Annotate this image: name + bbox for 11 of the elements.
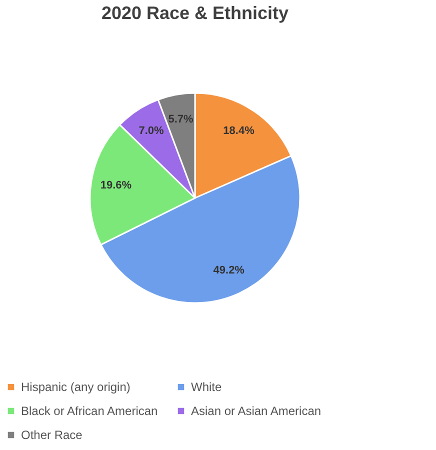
legend-label: White bbox=[191, 380, 222, 394]
data-label: 49.2% bbox=[213, 264, 245, 276]
data-label: 7.0% bbox=[138, 125, 164, 138]
data-label: 18.4% bbox=[223, 125, 255, 138]
legend-label: Other Race bbox=[21, 428, 83, 442]
data-label: 19.6% bbox=[100, 180, 132, 192]
chart-title: 2020 Race & Ethnicity bbox=[101, 3, 289, 23]
data-label: 5.7% bbox=[168, 113, 194, 126]
legend-label: Hispanic (any origin) bbox=[21, 380, 130, 394]
legend-label: Black or African American bbox=[21, 404, 158, 418]
legend-label: Asian or Asian American bbox=[191, 404, 322, 418]
